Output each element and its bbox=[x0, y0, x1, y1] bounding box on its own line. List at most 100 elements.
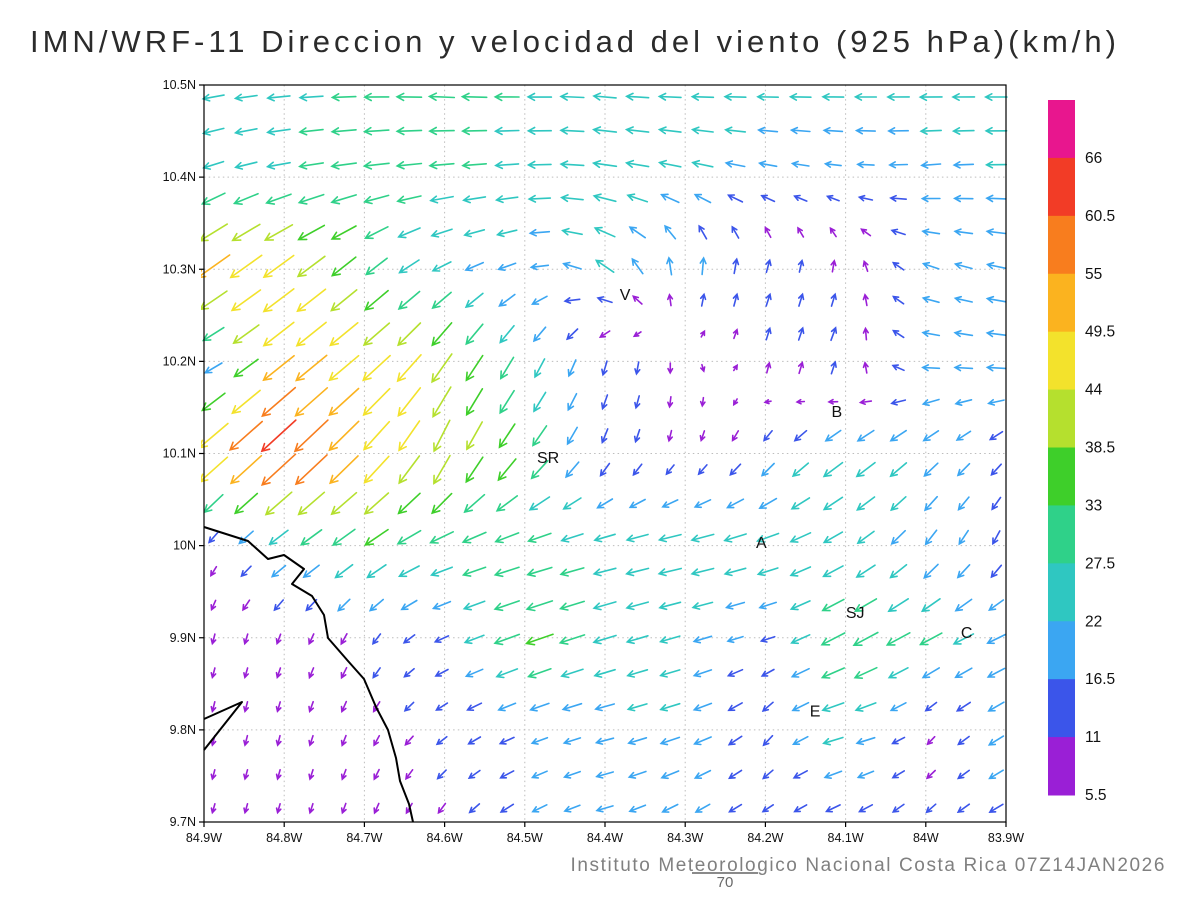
wind-vector bbox=[201, 254, 231, 278]
colorbar-swatch bbox=[1048, 737, 1075, 796]
wind-vector bbox=[328, 387, 360, 417]
wind-vector bbox=[428, 160, 455, 170]
gridlines bbox=[203, 84, 1007, 823]
wind-vector bbox=[659, 702, 681, 712]
wind-vector bbox=[331, 528, 356, 546]
wind-vector bbox=[532, 326, 547, 343]
wind-vector bbox=[371, 633, 382, 646]
colorbar-swatch bbox=[1048, 679, 1075, 738]
wind-vector bbox=[790, 497, 811, 510]
wind-vector bbox=[985, 329, 1007, 338]
wind-vector bbox=[529, 702, 550, 712]
wind-vector bbox=[667, 293, 674, 307]
wind-vector bbox=[328, 420, 360, 452]
wind-vector bbox=[431, 291, 452, 310]
wind-vector bbox=[308, 768, 315, 781]
wind-vector bbox=[363, 92, 390, 102]
wind-vector bbox=[395, 92, 423, 102]
wind-vector bbox=[925, 803, 937, 814]
wind-vector bbox=[437, 802, 447, 815]
wind-vector bbox=[528, 496, 551, 511]
wind-vector bbox=[657, 126, 682, 135]
wind-vector bbox=[921, 667, 940, 679]
wind-vector bbox=[531, 295, 548, 305]
wind-vector bbox=[260, 453, 297, 486]
station-label: B bbox=[831, 404, 842, 421]
wind-vector bbox=[657, 567, 682, 577]
wind-vector bbox=[296, 255, 326, 278]
wind-vector bbox=[923, 495, 938, 512]
wind-vector bbox=[793, 194, 808, 202]
wind-vector bbox=[427, 92, 456, 101]
wind-vector bbox=[698, 224, 708, 240]
wind-vector bbox=[628, 226, 646, 239]
wind-vector bbox=[559, 126, 585, 135]
wind-vector bbox=[790, 667, 810, 678]
wind-vector bbox=[497, 262, 517, 271]
wind-vector bbox=[461, 531, 487, 544]
wind-vector bbox=[798, 292, 805, 307]
wind-vector bbox=[891, 770, 905, 779]
wind-vector bbox=[295, 354, 328, 382]
wind-vector bbox=[308, 734, 315, 747]
wind-vector bbox=[789, 600, 811, 611]
wind-vector bbox=[700, 363, 706, 373]
wind-vector bbox=[728, 803, 743, 813]
wind-vector bbox=[270, 564, 287, 578]
wind-vector bbox=[202, 160, 225, 170]
wind-vector bbox=[461, 126, 488, 136]
wind-vector bbox=[526, 160, 552, 169]
wind-vector bbox=[923, 563, 939, 579]
wind-vector bbox=[887, 127, 909, 135]
wind-vector bbox=[791, 701, 810, 712]
wind-vector bbox=[887, 667, 909, 679]
wind-vector bbox=[396, 529, 422, 545]
wind-vector bbox=[985, 194, 1007, 203]
wind-vector bbox=[760, 462, 775, 477]
wind-vector bbox=[592, 92, 617, 101]
wind-vector bbox=[263, 224, 294, 241]
wind-vector bbox=[954, 598, 973, 612]
wind-vector bbox=[308, 667, 315, 680]
wind-vector bbox=[461, 160, 487, 170]
station-label: SR bbox=[537, 450, 559, 467]
wind-vector bbox=[790, 634, 811, 645]
wind-vector bbox=[299, 529, 323, 546]
wind-vector bbox=[242, 599, 251, 612]
wind-vector bbox=[797, 258, 805, 273]
wind-vector bbox=[699, 256, 707, 276]
wind-vector bbox=[275, 769, 282, 781]
wind-vector bbox=[201, 290, 228, 311]
wind-vector bbox=[690, 533, 715, 543]
wind-vector bbox=[889, 462, 908, 478]
wind-vector bbox=[634, 361, 641, 376]
wind-vector bbox=[526, 532, 552, 543]
wind-vector bbox=[340, 700, 348, 714]
wind-vector bbox=[432, 386, 452, 418]
wind-vector bbox=[565, 328, 579, 341]
wind-vector bbox=[732, 328, 739, 340]
wind-vector bbox=[592, 634, 617, 645]
wind-vector bbox=[431, 600, 452, 610]
wind-vector bbox=[856, 496, 876, 511]
x-tick-label: 84.7W bbox=[346, 831, 382, 845]
wind-vector bbox=[262, 288, 295, 313]
colorbar-label: 60.5 bbox=[1085, 208, 1115, 225]
wind-vector bbox=[697, 464, 708, 476]
colorbar-swatch bbox=[1048, 505, 1075, 564]
wind-vector bbox=[822, 736, 844, 746]
wind-vector bbox=[855, 564, 876, 578]
wind-vector bbox=[308, 633, 315, 646]
wind-vector bbox=[667, 362, 674, 375]
colorbar-swatch bbox=[1048, 389, 1075, 448]
wind-vector bbox=[594, 259, 615, 273]
wind-vector bbox=[243, 769, 249, 781]
wind-vector bbox=[987, 701, 1005, 712]
wind-vector bbox=[984, 126, 1008, 135]
wind-vector bbox=[264, 491, 293, 516]
wind-vector bbox=[763, 430, 773, 442]
wind-vector bbox=[462, 195, 487, 204]
wind-vector bbox=[987, 735, 1005, 746]
wind-vector bbox=[983, 93, 1008, 101]
wind-vector bbox=[727, 702, 743, 712]
